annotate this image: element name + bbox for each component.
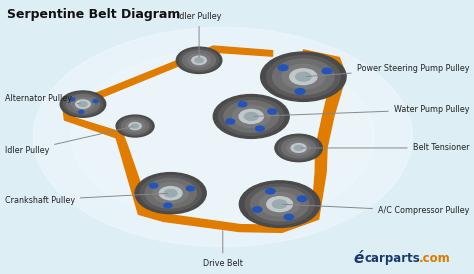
Circle shape — [66, 95, 100, 114]
Circle shape — [239, 181, 320, 227]
Circle shape — [291, 144, 306, 152]
Circle shape — [267, 56, 340, 98]
Circle shape — [267, 197, 292, 212]
Circle shape — [126, 121, 145, 132]
Circle shape — [239, 109, 264, 124]
Circle shape — [273, 59, 334, 95]
Circle shape — [182, 51, 216, 70]
Polygon shape — [63, 46, 346, 232]
Circle shape — [121, 118, 149, 134]
Circle shape — [278, 65, 288, 70]
Text: Idler Pulley: Idler Pulley — [177, 12, 221, 58]
Circle shape — [33, 27, 412, 247]
Circle shape — [93, 99, 98, 102]
Circle shape — [119, 117, 151, 135]
Circle shape — [195, 58, 203, 63]
Text: Idler Pulley: Idler Pulley — [5, 127, 132, 155]
Circle shape — [135, 173, 206, 214]
Circle shape — [253, 207, 262, 212]
Circle shape — [261, 52, 346, 101]
Circle shape — [213, 95, 289, 138]
Circle shape — [275, 134, 322, 162]
Circle shape — [140, 176, 201, 211]
Circle shape — [219, 98, 284, 135]
Circle shape — [150, 183, 158, 188]
Circle shape — [268, 109, 277, 114]
Circle shape — [297, 196, 307, 201]
Circle shape — [153, 183, 188, 203]
Circle shape — [282, 138, 316, 158]
Text: Water Pump Pulley: Water Pump Pulley — [254, 105, 469, 116]
Text: Alternator Pulley: Alternator Pulley — [5, 94, 80, 104]
Circle shape — [296, 72, 311, 81]
Circle shape — [284, 214, 293, 220]
Circle shape — [322, 68, 332, 74]
Circle shape — [287, 141, 310, 155]
Text: .com: .com — [419, 252, 450, 266]
Circle shape — [186, 186, 194, 191]
Circle shape — [192, 56, 206, 64]
Circle shape — [273, 200, 287, 208]
Circle shape — [282, 64, 325, 89]
Circle shape — [64, 93, 102, 115]
Circle shape — [245, 184, 314, 224]
Circle shape — [164, 190, 177, 197]
Text: Belt Tensioner: Belt Tensioner — [301, 144, 469, 152]
Circle shape — [72, 98, 94, 111]
Text: Crankshaft Pulley: Crankshaft Pulley — [5, 193, 168, 204]
Text: Drive Belt: Drive Belt — [203, 231, 243, 267]
Text: é: é — [353, 252, 364, 266]
Circle shape — [259, 192, 300, 216]
Circle shape — [290, 69, 317, 85]
Text: Serpentine Belt Diagram: Serpentine Belt Diagram — [7, 8, 181, 21]
Circle shape — [176, 47, 222, 73]
Circle shape — [76, 100, 90, 108]
Circle shape — [278, 136, 319, 160]
Circle shape — [145, 178, 196, 208]
Text: Power Steering Pump Pulley: Power Steering Pump Pulley — [306, 64, 469, 76]
Circle shape — [266, 189, 275, 194]
Circle shape — [129, 122, 141, 130]
Circle shape — [226, 119, 235, 124]
Text: A/C Compressor Pulley: A/C Compressor Pulley — [283, 204, 469, 215]
Circle shape — [71, 49, 374, 225]
Circle shape — [132, 124, 138, 128]
Circle shape — [180, 49, 219, 72]
Circle shape — [79, 110, 84, 113]
Circle shape — [232, 105, 270, 127]
Circle shape — [60, 91, 106, 117]
Circle shape — [164, 203, 172, 208]
Circle shape — [79, 102, 87, 107]
Circle shape — [238, 102, 247, 107]
Circle shape — [159, 187, 182, 200]
Circle shape — [294, 145, 303, 150]
Circle shape — [188, 54, 210, 67]
Circle shape — [251, 187, 309, 221]
Circle shape — [245, 113, 258, 120]
Circle shape — [255, 126, 264, 131]
Circle shape — [224, 101, 279, 132]
Circle shape — [70, 98, 75, 101]
Text: carparts: carparts — [365, 252, 421, 266]
Circle shape — [116, 115, 154, 137]
Circle shape — [295, 89, 305, 94]
